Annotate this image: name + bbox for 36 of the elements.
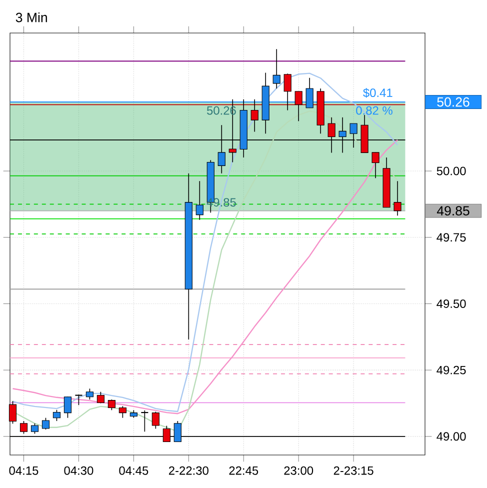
y-tick-label: 49.25 xyxy=(436,366,466,374)
candlestick xyxy=(294,90,302,122)
y-tick-label: 50.00 xyxy=(436,166,466,176)
candlestick xyxy=(272,48,280,89)
x-tick-label: 04:15 xyxy=(9,466,38,475)
y-tick-label: 49.00 xyxy=(436,432,466,441)
candlestick xyxy=(140,410,149,432)
candlestick xyxy=(74,394,83,406)
candlestick xyxy=(152,411,160,430)
candlestick xyxy=(394,180,402,216)
candlestick xyxy=(284,73,292,111)
candlestick xyxy=(306,77,314,108)
candlestick xyxy=(86,388,94,400)
candlestick xyxy=(52,409,61,422)
chart-title: 3 Min xyxy=(16,12,47,22)
candlestick xyxy=(108,399,116,411)
candlestick xyxy=(118,406,126,418)
candlestick xyxy=(30,423,39,434)
candlestick xyxy=(42,417,50,430)
annotation: 0.82 % xyxy=(356,106,392,115)
candlestick xyxy=(250,98,258,132)
candlestick xyxy=(64,396,72,418)
x-tick-label: 22:45 xyxy=(229,466,258,475)
x-tick-label: 23:00 xyxy=(284,466,314,475)
ref-line-label: 49.85 xyxy=(436,206,470,216)
x-tick-label: 2-23:15 xyxy=(334,466,374,475)
candlestick xyxy=(196,180,204,220)
y-tick-label: 49.50 xyxy=(436,299,466,308)
y-tick-label: 49.75 xyxy=(436,233,466,242)
x-tick-label: 2-22:30 xyxy=(168,466,208,475)
candlestick xyxy=(372,152,380,179)
annotation: $0.41 xyxy=(363,88,392,98)
ref-line-label: 50.26 xyxy=(437,97,470,107)
candlestick xyxy=(20,420,28,434)
x-tick-label: 04:45 xyxy=(119,466,148,475)
x-tick-label: 04:30 xyxy=(64,466,94,475)
